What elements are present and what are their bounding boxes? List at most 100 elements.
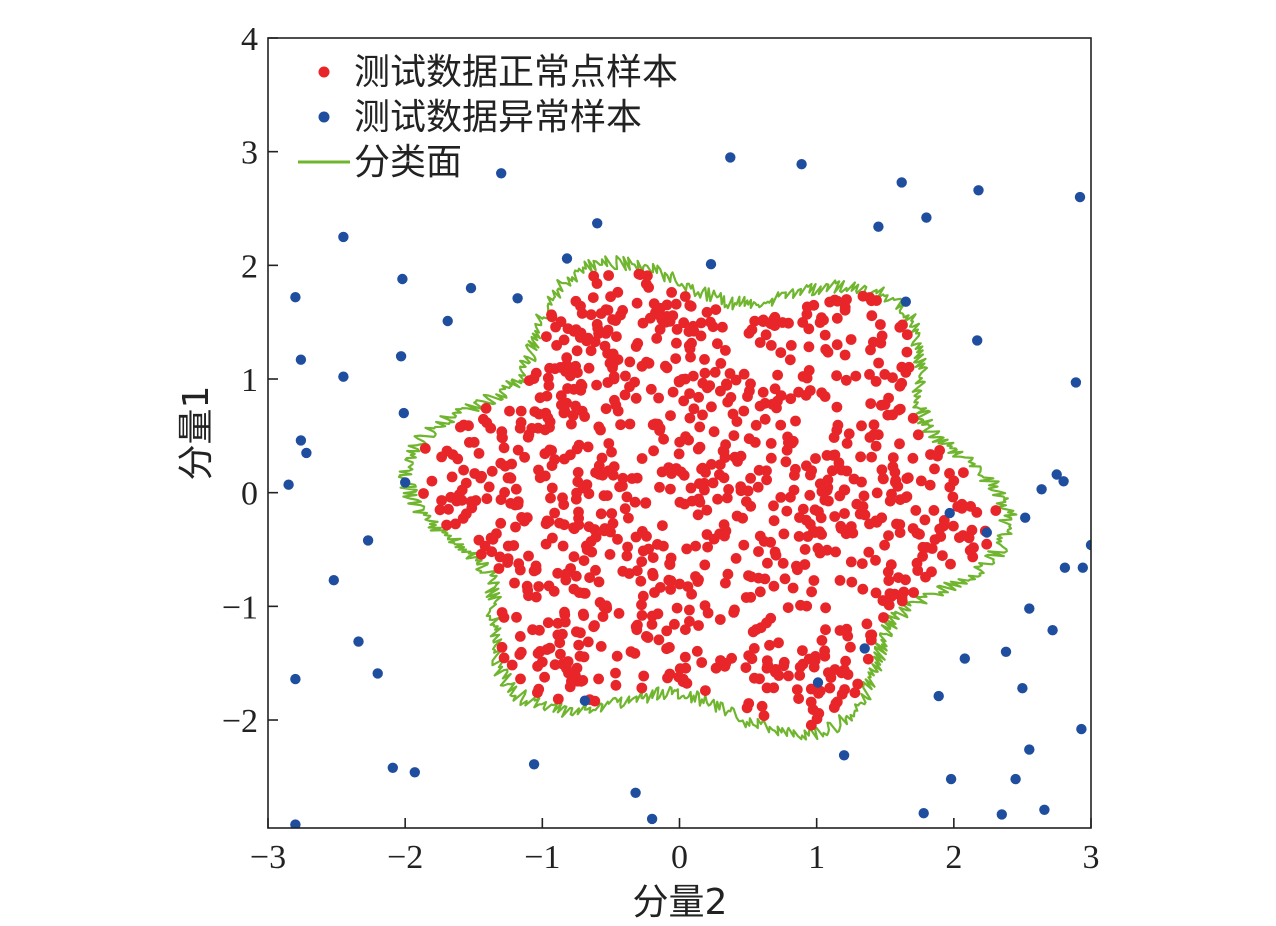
normal-point xyxy=(591,379,602,391)
normal-point xyxy=(945,558,956,570)
normal-point xyxy=(785,491,796,503)
normal-point xyxy=(794,661,806,673)
normal-point xyxy=(656,466,668,478)
normal-point xyxy=(772,369,783,381)
normal-point xyxy=(701,382,713,394)
anomaly-point xyxy=(528,759,540,770)
normal-point xyxy=(593,576,605,588)
normal-point xyxy=(649,587,660,598)
normal-point xyxy=(680,431,691,443)
normal-point xyxy=(808,299,820,311)
normal-point xyxy=(611,650,623,662)
normal-point xyxy=(543,580,555,592)
normal-point xyxy=(615,419,626,431)
normal-point xyxy=(873,357,884,369)
normal-point xyxy=(810,453,821,464)
normal-point xyxy=(894,519,906,530)
normal-point xyxy=(670,353,682,364)
normal-point xyxy=(654,481,665,493)
normal-point xyxy=(912,429,924,441)
anomaly-point xyxy=(512,293,523,304)
normal-point xyxy=(870,554,881,566)
normal-point xyxy=(494,551,506,563)
anomaly-point xyxy=(387,762,398,773)
normal-point xyxy=(610,679,622,691)
normal-point xyxy=(597,611,609,622)
normal-point xyxy=(912,565,924,576)
normal-point xyxy=(568,383,580,395)
anomaly-point xyxy=(918,808,929,819)
normal-point xyxy=(724,368,736,379)
normal-point xyxy=(866,451,877,463)
normal-point xyxy=(495,517,507,529)
normal-point xyxy=(619,389,631,401)
anomaly-point xyxy=(398,407,409,419)
normal-point xyxy=(907,412,919,424)
normal-point xyxy=(815,512,827,524)
normal-point xyxy=(654,324,666,335)
normal-point xyxy=(539,470,551,482)
normal-point xyxy=(791,560,802,572)
normal-point xyxy=(981,538,993,550)
normal-point xyxy=(587,292,599,303)
normal-point xyxy=(765,438,777,449)
normal-point xyxy=(665,410,676,421)
anomaly-point xyxy=(873,221,884,232)
normal-point xyxy=(831,312,843,324)
normal-point xyxy=(701,306,713,318)
normal-point xyxy=(728,430,740,441)
normal-point xyxy=(694,441,706,453)
normal-point xyxy=(443,503,454,515)
normal-point xyxy=(966,524,978,536)
normal-point xyxy=(845,641,856,653)
normal-point xyxy=(607,469,619,481)
normal-point xyxy=(768,682,780,694)
normal-point xyxy=(682,581,694,592)
anomaly-point xyxy=(465,282,477,294)
normal-point xyxy=(539,424,551,436)
normal-point xyxy=(876,464,888,476)
anomaly-point xyxy=(725,152,736,163)
normal-point xyxy=(731,416,743,427)
normal-point xyxy=(901,346,913,358)
normal-point xyxy=(814,526,826,538)
normal-point xyxy=(622,541,633,553)
normal-point xyxy=(661,625,673,637)
normal-point xyxy=(581,335,592,347)
anomaly-point xyxy=(561,253,573,264)
normal-point xyxy=(602,377,614,388)
anomaly-point xyxy=(1051,469,1062,480)
normal-point xyxy=(838,664,850,676)
normal-point xyxy=(603,270,614,281)
normal-point xyxy=(589,620,600,631)
normal-point xyxy=(765,612,777,624)
normal-point xyxy=(542,617,554,629)
normal-point xyxy=(557,628,568,640)
normal-point xyxy=(699,559,711,571)
normal-point xyxy=(871,487,883,499)
normal-point xyxy=(601,490,613,501)
normal-point xyxy=(624,356,636,368)
normal-point xyxy=(636,453,648,464)
normal-point xyxy=(447,449,459,460)
normal-point xyxy=(804,489,816,501)
anomaly-point xyxy=(630,787,641,798)
normal-point xyxy=(825,672,837,683)
normal-point xyxy=(783,437,794,448)
normal-point xyxy=(885,559,897,571)
normal-point xyxy=(559,616,571,628)
normal-point xyxy=(717,321,728,333)
normal-point xyxy=(846,576,858,588)
normal-point xyxy=(679,291,691,302)
normal-point xyxy=(513,558,525,570)
anomaly-point xyxy=(1024,603,1035,614)
normal-point xyxy=(673,375,685,387)
normal-point xyxy=(925,449,936,460)
normal-point xyxy=(683,326,695,337)
normal-point xyxy=(695,317,707,329)
normal-point xyxy=(660,360,671,372)
normal-point xyxy=(582,636,594,648)
normal-point xyxy=(619,503,631,515)
normal-point xyxy=(690,540,701,552)
normal-point xyxy=(564,681,576,693)
